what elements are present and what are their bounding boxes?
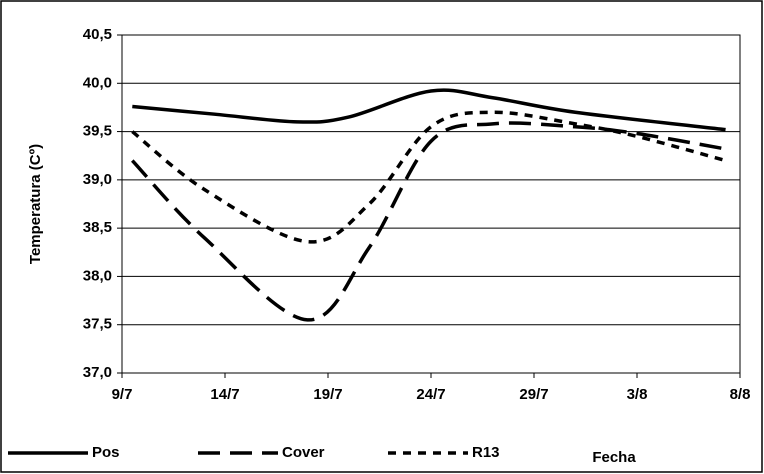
y-tick-label: 37,0 <box>83 364 112 381</box>
legend-label: Cover <box>282 444 325 461</box>
series-line <box>132 88 726 132</box>
x-axis-label: Fecha <box>592 449 636 466</box>
y-axis-label: Temperatura (Cº) <box>27 144 44 264</box>
x-tick-label: 8/8 <box>730 386 751 403</box>
x-tick-label: 24/7 <box>416 386 445 403</box>
plot-area <box>121 34 741 374</box>
x-tick-label: 3/8 <box>627 386 648 403</box>
y-tick-label: 38,5 <box>83 219 112 236</box>
x-tick-label: 19/7 <box>313 386 342 403</box>
x-tick-label: 9/7 <box>112 386 133 403</box>
x-tick-label: 14/7 <box>210 386 239 403</box>
legend-label: R13 <box>472 444 500 461</box>
y-tick-label: 40,0 <box>83 74 112 91</box>
y-tick-label: 39,0 <box>83 171 112 188</box>
y-tick-label: 39,5 <box>83 123 112 140</box>
series-line <box>131 110 727 244</box>
x-tick-label: 29/7 <box>519 386 548 403</box>
y-tick-label: 37,5 <box>83 316 112 333</box>
legend-label: Pos <box>92 444 120 461</box>
y-tick-label: 40,5 <box>83 26 112 43</box>
series-line <box>131 121 726 322</box>
y-tick-label: 38,0 <box>83 267 112 284</box>
